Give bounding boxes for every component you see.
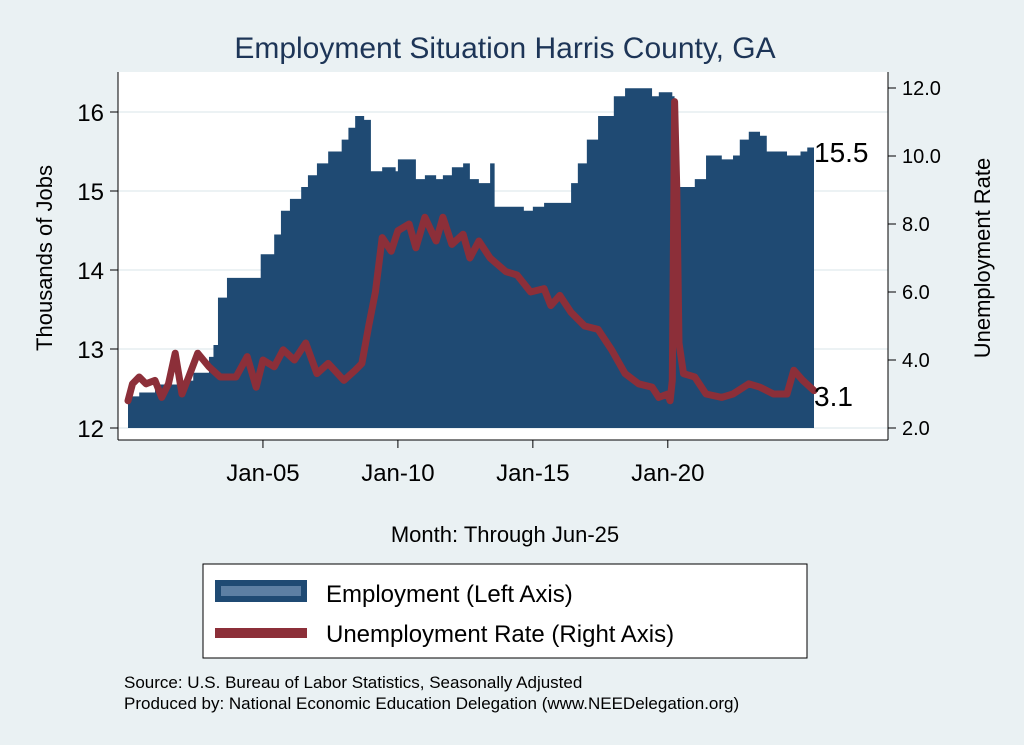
x-axis-ticks: Jan-05 Jan-10 Jan-15 Jan-20 bbox=[226, 440, 704, 487]
legend-label-unemployment: Unemployment Rate (Right Axis) bbox=[326, 621, 674, 648]
right-tick-label: 4.0 bbox=[902, 350, 930, 372]
left-tick-label: 14 bbox=[77, 258, 104, 285]
left-tick-label: 16 bbox=[77, 100, 104, 127]
right-axis-ticks: 2.0 4.0 6.0 8.0 10.0 12.0 bbox=[888, 78, 941, 440]
left-tick-label: 13 bbox=[77, 337, 104, 364]
unemployment-line-layer bbox=[124, 98, 818, 405]
legend-label-employment: Employment (Left Axis) bbox=[326, 581, 573, 608]
x-tick-label: Jan-15 bbox=[496, 460, 569, 487]
legend-box bbox=[202, 563, 808, 659]
right-tick-label: 12.0 bbox=[902, 78, 941, 100]
unemployment-line bbox=[124, 98, 818, 405]
left-tick-label: 12 bbox=[77, 416, 104, 443]
right-tick-label: 10.0 bbox=[902, 146, 941, 168]
right-tick-label: 6.0 bbox=[902, 282, 930, 304]
source-line-2: Produced by: National Economic Education… bbox=[124, 694, 739, 713]
employment-end-label: 15.5 bbox=[814, 137, 869, 168]
x-tick-label: Jan-20 bbox=[631, 460, 704, 487]
y-axis-left-title: Thousands of Jobs bbox=[32, 165, 57, 351]
right-tick-label: 2.0 bbox=[902, 418, 930, 440]
left-axis-ticks: 12 13 14 15 16 bbox=[77, 100, 118, 443]
source-line-1: Source: U.S. Bureau of Labor Statistics,… bbox=[124, 673, 582, 692]
legend-swatch-employment-inner bbox=[221, 586, 301, 596]
right-tick-label: 8.0 bbox=[902, 214, 930, 236]
axes bbox=[117, 72, 889, 441]
legend-swatch-unemployment bbox=[215, 628, 307, 638]
unemployment-end-label: 3.1 bbox=[814, 381, 853, 412]
y-axis-right-title: Unemployment Rate bbox=[970, 158, 995, 359]
x-tick-label: Jan-05 bbox=[226, 460, 299, 487]
legend: Employment (Left Axis) Unemployment Rate… bbox=[202, 563, 808, 659]
left-tick-label: 15 bbox=[77, 179, 104, 206]
x-tick-label: Jan-10 bbox=[361, 460, 434, 487]
chart-title: Employment Situation Harris County, GA bbox=[234, 32, 775, 65]
x-axis-title: Month: Through Jun-25 bbox=[391, 522, 619, 547]
